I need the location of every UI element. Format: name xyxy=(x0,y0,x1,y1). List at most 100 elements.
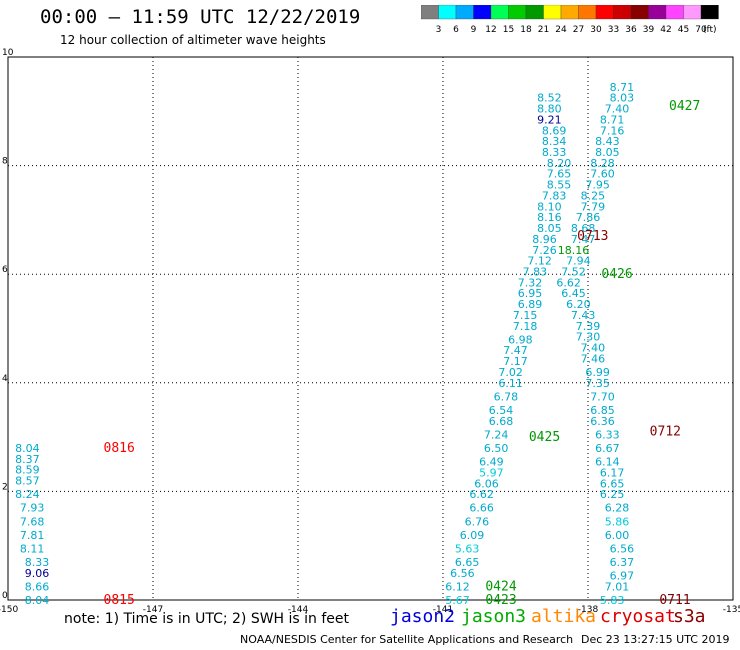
y-tick-label: 0 xyxy=(2,591,8,601)
wave-height-value: 7.79 xyxy=(581,200,606,213)
colorbar-label: 21 xyxy=(538,25,549,35)
wave-height-value: 6.36 xyxy=(590,415,615,428)
pass-time-label: 0711 xyxy=(659,593,690,608)
wave-height-value: 8.04 xyxy=(15,442,40,455)
wave-height-value: 7.70 xyxy=(590,390,615,403)
wave-height-value: 7.35 xyxy=(585,377,610,390)
x-tick-label: -141 xyxy=(433,605,453,615)
wave-height-value: 7.40 xyxy=(605,103,630,116)
wave-height-value: 8.37 xyxy=(15,453,40,466)
wave-height-value: 8.59 xyxy=(15,464,40,477)
pass-time-label: 0424 xyxy=(485,579,516,594)
wave-height-value: 7.18 xyxy=(513,320,538,333)
wave-height-value: 8.33 xyxy=(542,146,567,159)
colorbar-label: 18 xyxy=(520,25,532,35)
wave-height-value: 7.47 xyxy=(503,344,528,357)
wave-height-value: 8.68 xyxy=(571,222,596,235)
wave-height-value: 8.25 xyxy=(581,189,606,202)
colorbar-label: 15 xyxy=(503,25,514,35)
wave-height-value: 8.57 xyxy=(15,475,40,488)
wave-height-value: 7.15 xyxy=(513,309,538,322)
wave-height-value: 7.02 xyxy=(498,366,523,379)
x-tick-label: -150 xyxy=(0,605,18,615)
pass-time-label: 0423 xyxy=(485,593,516,608)
y-tick-label: 2 xyxy=(2,482,8,492)
pass-time-label: 0425 xyxy=(529,430,560,445)
legend-jason2: jason2 xyxy=(390,606,456,627)
wave-height-value: 8.52 xyxy=(537,92,562,105)
wave-height-value: 9.21 xyxy=(537,113,562,126)
wave-height-value: 7.83 xyxy=(523,265,548,278)
wave-height-value: 8.66 xyxy=(25,580,50,593)
wave-height-value: 6.68 xyxy=(489,415,514,428)
wave-height-value: 8.20 xyxy=(547,157,572,170)
colorbar-label: 24 xyxy=(555,25,567,35)
pass-time-label: 0427 xyxy=(669,99,700,114)
wave-height-value: 6.62 xyxy=(469,488,494,501)
wave-height-value: 6.85 xyxy=(590,404,615,417)
wave-height-value: 7.24 xyxy=(484,428,509,441)
wave-height-value: 7.26 xyxy=(532,244,557,257)
wave-height-value: 8.43 xyxy=(595,135,620,148)
wave-height-value: 18.16 xyxy=(558,244,590,257)
wave-height-value: 7.95 xyxy=(585,179,610,192)
wave-height-value: 6.67 xyxy=(595,442,620,455)
wave-height-value: 5.67 xyxy=(445,594,470,607)
colorbar-label: 42 xyxy=(660,25,671,35)
wave-height-value: 6.37 xyxy=(610,556,635,569)
wave-height-value: 7.32 xyxy=(518,276,543,289)
pass-time-label: 0816 xyxy=(104,441,135,456)
wave-height-value: 6.95 xyxy=(518,287,543,300)
colorbar-label: 6 xyxy=(453,25,459,35)
colorbar-label: 39 xyxy=(643,25,655,35)
wave-height-value: 8.10 xyxy=(537,200,562,213)
wave-height-value: 6.66 xyxy=(469,502,494,515)
footer-credit: NOAA/NESDIS Center for Satellite Applica… xyxy=(240,633,574,646)
wave-height-value: 8.34 xyxy=(542,135,567,148)
wave-height-value: 8.80 xyxy=(537,103,562,116)
wave-height-value: 8.71 xyxy=(610,81,635,94)
wave-height-value: 8.28 xyxy=(590,157,615,170)
pass-time-label: 0712 xyxy=(650,425,681,440)
wave-height-value: 7.01 xyxy=(605,580,630,593)
colorbar-label: 3 xyxy=(436,25,442,35)
wave-height-value: 8.05 xyxy=(595,146,620,159)
wave-height-value: 6.78 xyxy=(494,390,519,403)
colorbar-label: 9 xyxy=(471,25,477,35)
wave-height-value: 8.33 xyxy=(25,556,50,569)
wave-height-value: 6.54 xyxy=(489,404,514,417)
wave-height-value: 6.56 xyxy=(450,567,475,580)
y-tick-label: 6 xyxy=(2,265,8,275)
wave-height-value: 8.71 xyxy=(600,113,625,126)
wave-height-value: 5.63 xyxy=(455,542,480,555)
colorbar-legend: 3 6 9 12 15 18 21 24 27 30 33 36 39 42 45 70(ft) xyxy=(421,5,719,35)
colorbar-label: 27 xyxy=(573,25,584,35)
wave-height-value: 9.06 xyxy=(25,567,50,580)
wave-height-value: 6.11 xyxy=(498,377,523,390)
wave-height-value: 5.86 xyxy=(605,515,630,528)
wave-height-value: 7.94 xyxy=(566,255,591,268)
pass-time-label: 0713 xyxy=(577,229,608,244)
wave-height-value: 7.81 xyxy=(20,529,45,542)
x-tick-label: -144 xyxy=(288,605,309,615)
wave-height-value: 7.39 xyxy=(576,320,601,333)
wave-height-value: 6.76 xyxy=(465,515,490,528)
colorbar-swatch xyxy=(700,5,719,20)
wave-height-value: 6.28 xyxy=(605,502,630,515)
wave-height-value: 6.56 xyxy=(610,542,635,555)
legend-s3a: s3a xyxy=(673,606,706,627)
footer-timestamp: Dec 23 13:27:15 UTC 2019 xyxy=(581,633,730,646)
wave-height-value: 6.98 xyxy=(508,333,533,346)
colorbar-label: 33 xyxy=(608,25,619,35)
colorbar-label: 30 xyxy=(590,25,602,35)
wave-height-value: 6.12 xyxy=(445,580,470,593)
wave-height-value: 6.06 xyxy=(474,477,499,490)
legend-cryosat: cryosat xyxy=(600,606,676,627)
wave-height-value: 8.24 xyxy=(15,488,40,501)
wave-height-value: 7.86 xyxy=(576,211,601,224)
legend-jason3: jason3 xyxy=(461,606,527,627)
wave-height-value: 7.43 xyxy=(571,309,596,322)
plot-frame xyxy=(7,56,734,601)
wave-height-value: 6.00 xyxy=(605,529,630,542)
